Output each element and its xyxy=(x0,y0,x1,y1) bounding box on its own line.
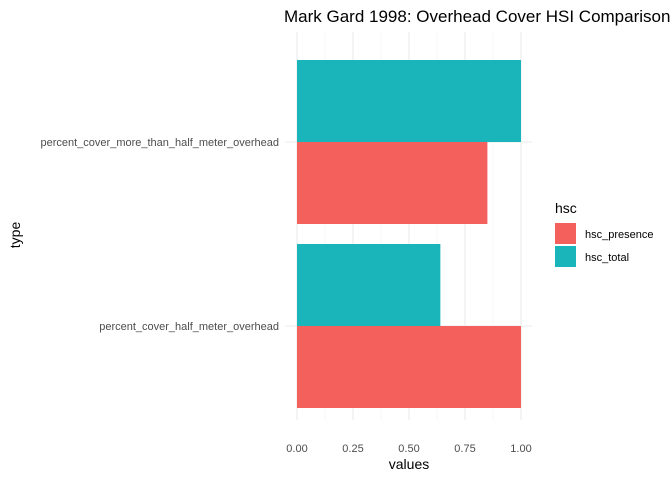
y-axis-ticks: percent_cover_half_meter_overhead percent… xyxy=(41,137,280,333)
legend-key-hsc-total xyxy=(555,246,576,267)
bars xyxy=(297,60,521,408)
y-axis-title: type xyxy=(7,222,23,249)
x-tick-label: 1.00 xyxy=(510,443,531,455)
legend-title: hsc xyxy=(555,200,577,216)
x-tick-label: 0.25 xyxy=(342,443,363,455)
x-tick-label: 0.75 xyxy=(454,443,475,455)
y-tick-label: percent_cover_more_than_half_meter_overh… xyxy=(41,137,280,149)
bar-hsc-presence-2 xyxy=(297,142,488,224)
y-tick-label: percent_cover_half_meter_overhead xyxy=(99,321,279,333)
x-tick-label: 0.50 xyxy=(398,443,419,455)
x-tick-label: 0.00 xyxy=(286,443,307,455)
legend: hsc hsc_presence hsc_total xyxy=(555,200,654,267)
bar-hsc-total-1 xyxy=(297,244,441,326)
chart-title: Mark Gard 1998: Overhead Cover HSI Compa… xyxy=(284,7,670,26)
x-axis-ticks: 0.00 0.25 0.50 0.75 1.00 xyxy=(286,443,531,455)
x-axis-title: values xyxy=(389,456,429,472)
legend-label-hsc-presence: hsc_presence xyxy=(585,229,654,241)
bar-hsc-total-2 xyxy=(297,60,521,142)
bar-hsc-presence-1 xyxy=(297,326,521,408)
legend-label-hsc-total: hsc_total xyxy=(585,252,629,264)
legend-key-hsc-presence xyxy=(555,223,576,244)
